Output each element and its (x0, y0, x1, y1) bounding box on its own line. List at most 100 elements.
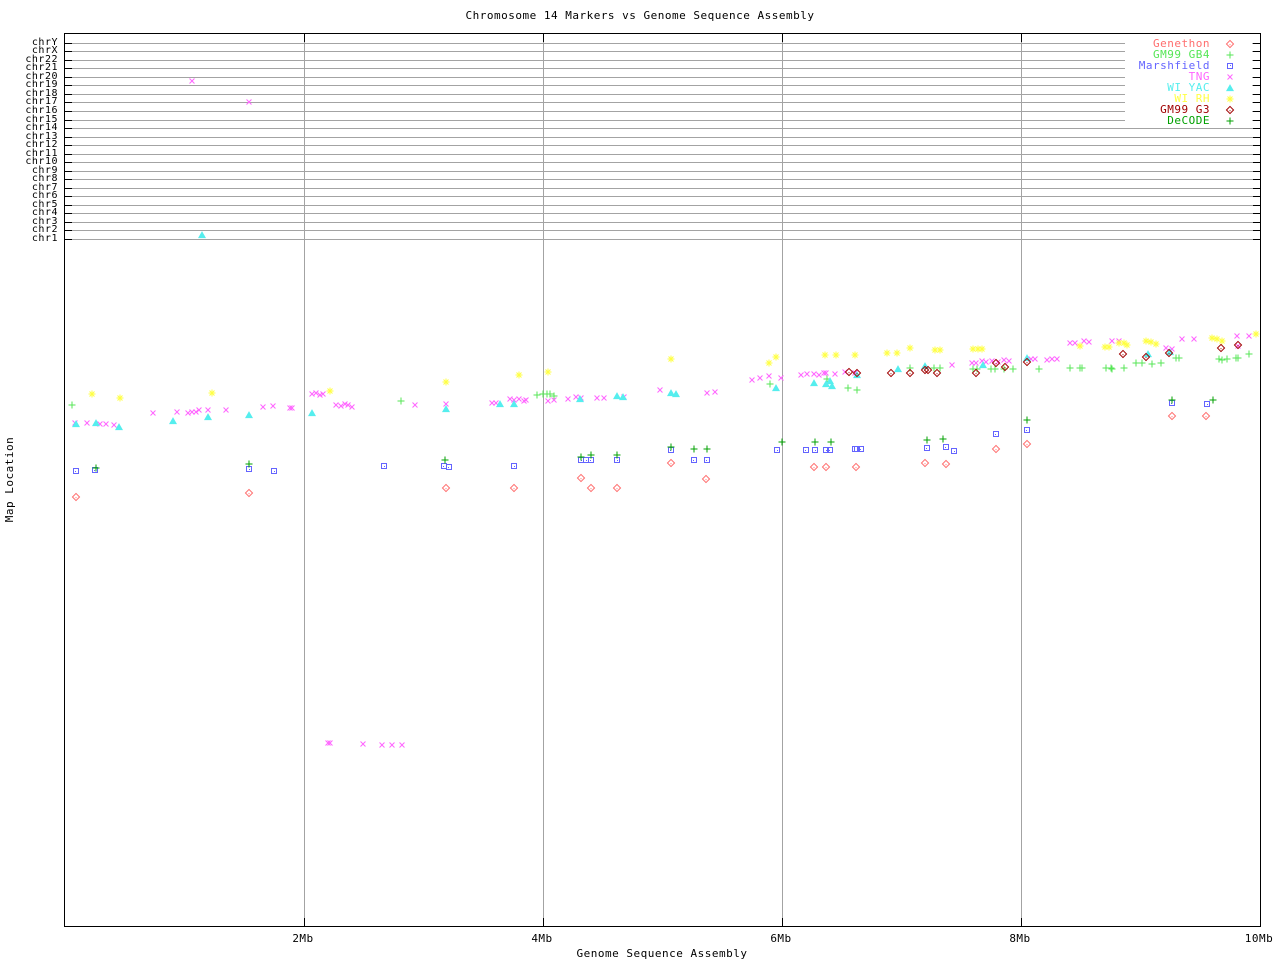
y-tick (1253, 136, 1260, 138)
point-marshfield (1204, 401, 1211, 407)
point-gm99-gb4 (1009, 365, 1017, 373)
point-decode (667, 443, 675, 451)
y-tick (1253, 85, 1260, 87)
point-tng (1177, 334, 1187, 344)
chr-axis-label: chr7 (31, 181, 58, 193)
y-tick (1253, 221, 1260, 223)
y-tick (65, 93, 72, 95)
point-decode (577, 453, 585, 461)
point-wi-rh (1213, 335, 1221, 343)
chr-axis-label: chr5 (31, 198, 58, 210)
point-wi-yac (772, 384, 781, 392)
point-wi-rh (208, 389, 216, 397)
legend-label-gm99-g3: GM99 G3 (1160, 103, 1210, 116)
y-tick (1253, 162, 1260, 164)
point-wi-yac (442, 405, 451, 413)
legend-symbol-wi-rh (1210, 93, 1250, 104)
y-tick (65, 221, 72, 223)
plot-area: Genethon GM99 GB4 Marshfield TNG WI YAC WI RH… (64, 33, 1261, 927)
point-wi-rh (116, 394, 124, 402)
y-tick (65, 119, 72, 121)
y-tick (65, 230, 72, 232)
point-marshfield (951, 448, 958, 454)
point-wi-rh (326, 387, 334, 395)
legend-symbol-gm99-g3 (1210, 104, 1250, 115)
point-gm99-gb4 (1035, 365, 1043, 373)
point-genethon (586, 483, 596, 493)
point-marshfield (381, 463, 388, 469)
y-tick (1253, 170, 1260, 172)
y-tick (1253, 204, 1260, 206)
point-wi-yac (576, 395, 585, 403)
point-gm99-gb4 (1138, 359, 1146, 367)
point-gm99-gb4 (1132, 359, 1140, 367)
point-wi-yac (666, 389, 675, 397)
y-tick (65, 136, 72, 138)
x-tick (304, 918, 305, 926)
legend-label-decode: DeCODE (1167, 114, 1210, 127)
point-genethon (941, 459, 950, 469)
chr-gridline (65, 136, 1260, 138)
y-tick (1253, 102, 1260, 104)
chr-gridline (65, 128, 1260, 130)
y-tick (65, 76, 72, 78)
point-wi-rh (765, 359, 773, 367)
chr-gridline (65, 76, 1260, 78)
legend-symbol-marshfield (1210, 60, 1250, 71)
point-wi-rh (1076, 342, 1084, 350)
point-wi-yac (71, 420, 80, 428)
point-wi-rh (515, 371, 523, 379)
chr-axis-label: chr14 (25, 122, 58, 134)
point-wi-yac (613, 392, 622, 400)
chr-axis-label: chrY (31, 36, 58, 48)
point-gm99-gb4 (543, 390, 551, 398)
point-decode (827, 438, 835, 446)
point-gm99-gb4 (936, 364, 944, 372)
x-tick (543, 34, 544, 42)
chr-gridline (65, 170, 1260, 172)
x-tick (304, 34, 305, 42)
x-tick-label: 10Mb (1244, 932, 1274, 945)
y-tick (1253, 239, 1260, 240)
chr-gridline (65, 68, 1260, 70)
point-decode (690, 445, 698, 453)
legend-entry-marshfield: Marshfield (1139, 60, 1250, 71)
y-tick (65, 128, 72, 130)
point-marshfield (271, 468, 278, 474)
point-tng (655, 385, 665, 395)
legend-entry-gm99-g3: GM99 G3 (1139, 104, 1250, 115)
point-decode (1168, 396, 1176, 404)
point-tng (82, 418, 92, 428)
point-genethon (666, 458, 676, 468)
point-gm99-gb4 (853, 386, 861, 394)
y-tick (1253, 76, 1260, 78)
legend-symbol-wi-yac (1210, 82, 1250, 93)
point-wi-yac (245, 411, 254, 419)
point-tng (258, 402, 268, 412)
point-wi-yac (825, 377, 834, 385)
chr-gridline (65, 42, 1260, 44)
legend-label-wi-rh: WI RH (1174, 92, 1210, 105)
chr-axis-label: chr4 (31, 207, 58, 219)
point-wi-yac (510, 400, 519, 408)
point-wi-rh (906, 344, 914, 352)
chr-axis-label: chr2 (31, 224, 58, 236)
chr-axis-label: chr22 (25, 53, 58, 65)
point-decode (778, 438, 786, 446)
point-decode (92, 464, 100, 472)
chr-gridline (65, 59, 1260, 61)
mb-gridline (304, 34, 305, 926)
point-genethon (1167, 411, 1176, 421)
point-gm99-gb4 (1102, 364, 1110, 372)
y-tick (65, 145, 72, 147)
point-wi-yac (204, 413, 213, 421)
point-wi-yac (671, 390, 680, 398)
chart-title: Chromosome 14 Markers vs Genome Sequence… (465, 9, 815, 22)
point-genethon (1201, 411, 1211, 421)
x-tick-label: 2Mb (292, 932, 314, 945)
legend-label-genethon: Genethon (1153, 37, 1210, 50)
diamond-icon (1225, 105, 1235, 114)
chr-gridline (65, 145, 1260, 147)
chr-gridline (65, 85, 1260, 87)
y-tick (65, 196, 72, 198)
